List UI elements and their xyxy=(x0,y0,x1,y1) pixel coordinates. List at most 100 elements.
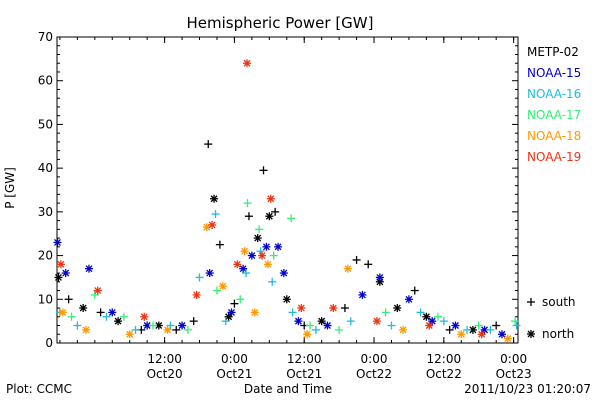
x-tick-label-date: Oct22 xyxy=(426,367,462,381)
data-point-north xyxy=(428,317,437,326)
data-point-south xyxy=(166,321,175,330)
data-point-north xyxy=(266,194,275,203)
data-point-north xyxy=(343,264,352,273)
data-point-south xyxy=(492,321,501,330)
data-point-north xyxy=(263,260,272,269)
data-point-north xyxy=(240,247,249,256)
data-point-south xyxy=(259,166,268,175)
data-point-north xyxy=(53,238,62,247)
x-tick-label-date: Oct21 xyxy=(286,367,322,381)
data-point-south xyxy=(67,312,76,321)
data-point-south xyxy=(439,317,448,326)
x-tick-label-date: Oct20 xyxy=(147,367,183,381)
data-point-south xyxy=(364,260,373,269)
data-point-north xyxy=(114,317,123,326)
data-point-north xyxy=(247,251,256,260)
data-point-south xyxy=(434,312,443,321)
data-point-south xyxy=(288,308,297,317)
data-point-south xyxy=(387,321,396,330)
data-point-north xyxy=(163,325,172,334)
data-point-north xyxy=(208,220,217,229)
data-point-north xyxy=(239,264,248,273)
data-point-south xyxy=(221,317,230,326)
legend-item: NOAA-16 xyxy=(527,87,581,101)
data-point-north xyxy=(108,308,117,317)
data-point-south xyxy=(346,317,355,326)
data-point-north xyxy=(178,321,187,330)
data-point-south xyxy=(204,140,213,149)
data-point-north xyxy=(93,286,102,295)
data-point-north xyxy=(477,330,486,339)
data-point-south xyxy=(183,325,192,334)
data-point-south xyxy=(268,277,277,286)
data-point-south xyxy=(463,325,472,334)
data-point-south xyxy=(195,273,204,282)
y-tick-label: 0 xyxy=(45,336,53,350)
data-point-south xyxy=(269,251,278,260)
data-point-south xyxy=(90,290,99,299)
data-point-north xyxy=(265,212,274,221)
data-point-north xyxy=(329,304,338,313)
y-tick-label: 50 xyxy=(38,117,53,131)
data-point-north xyxy=(317,317,326,326)
data-point-north xyxy=(224,312,233,321)
data-point-south xyxy=(212,286,221,295)
data-point-south xyxy=(64,295,73,304)
data-point-north xyxy=(422,312,431,321)
data-point-north xyxy=(297,304,306,313)
data-point-north xyxy=(358,290,367,299)
plot-credit: Plot: CCMC xyxy=(6,382,72,396)
data-point-south xyxy=(102,312,111,321)
y-tick-label: 60 xyxy=(38,74,53,88)
y-tick-label: 30 xyxy=(38,205,53,219)
data-point-north xyxy=(54,273,63,282)
data-point-south xyxy=(172,325,181,334)
data-point-north xyxy=(243,59,252,68)
legend-item: NOAA-18 xyxy=(527,129,581,143)
data-point-south xyxy=(340,304,349,313)
data-point-south xyxy=(255,225,264,234)
data-point-north xyxy=(451,321,460,330)
data-point-north xyxy=(250,308,259,317)
data-point-north xyxy=(282,295,291,304)
plot-timestamp: 2011/10/23 01:20:07 xyxy=(464,382,591,396)
data-point-north xyxy=(375,273,384,282)
data-point-south xyxy=(243,199,252,208)
data-point-south xyxy=(131,325,140,334)
data-point-north xyxy=(425,321,434,330)
data-point-south xyxy=(352,255,361,264)
x-tick-label-time: 12:00 xyxy=(147,352,182,366)
x-axis-ticks: 12:00Oct200:00Oct2112:00Oct210:00Oct2212… xyxy=(59,37,532,381)
x-tick-label-time: 12:00 xyxy=(287,352,322,366)
data-point-south xyxy=(236,295,245,304)
data-point-north xyxy=(58,308,67,317)
chart-title: Hemispheric Power [GW] xyxy=(187,14,374,32)
data-point-south xyxy=(306,321,315,330)
data-point-north xyxy=(125,330,134,339)
x-axis-label: Date and Time xyxy=(244,382,332,396)
data-point-south xyxy=(512,321,521,330)
data-point-north xyxy=(84,264,93,273)
data-point-north xyxy=(233,260,242,269)
data-point-north xyxy=(503,334,512,343)
data-point-north xyxy=(498,330,507,339)
data-point-south xyxy=(511,317,520,326)
data-point-north xyxy=(279,269,288,278)
data-point-south xyxy=(486,325,495,334)
data-point-north xyxy=(218,282,227,291)
data-point-south xyxy=(311,325,320,334)
legend-item: NOAA-17 xyxy=(527,108,581,122)
data-point-north xyxy=(393,304,402,313)
x-tick-label-time: 12:00 xyxy=(427,352,462,366)
legend-item: METP-02 xyxy=(527,45,579,59)
data-point-south xyxy=(211,210,220,219)
data-point-north xyxy=(205,269,214,278)
data-point-north xyxy=(56,260,65,269)
data-point-north xyxy=(399,325,408,334)
data-point-south xyxy=(271,207,280,216)
marker-legend-label: north xyxy=(542,327,574,341)
data-point-south xyxy=(215,240,224,249)
data-point-south xyxy=(335,325,344,334)
marker-legend-star-icon xyxy=(527,330,535,338)
